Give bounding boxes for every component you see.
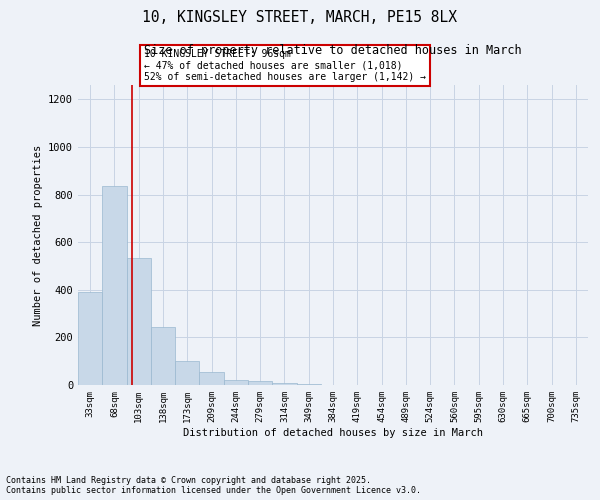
X-axis label: Distribution of detached houses by size in March: Distribution of detached houses by size … (183, 428, 483, 438)
Title: Size of property relative to detached houses in March: Size of property relative to detached ho… (144, 44, 522, 58)
Text: 10 KINGSLEY STREET: 96sqm
← 47% of detached houses are smaller (1,018)
52% of se: 10 KINGSLEY STREET: 96sqm ← 47% of detac… (145, 49, 426, 82)
Text: 10, KINGSLEY STREET, MARCH, PE15 8LX: 10, KINGSLEY STREET, MARCH, PE15 8LX (143, 10, 458, 25)
Bar (296, 384, 321, 385)
Bar (224, 380, 248, 385)
Bar (248, 382, 272, 385)
Bar (127, 258, 151, 385)
Bar (78, 292, 102, 385)
Bar (272, 382, 296, 385)
Bar (151, 326, 175, 385)
Bar (199, 372, 224, 385)
Bar (102, 186, 127, 385)
Y-axis label: Number of detached properties: Number of detached properties (32, 144, 43, 326)
Text: Contains HM Land Registry data © Crown copyright and database right 2025.
Contai: Contains HM Land Registry data © Crown c… (6, 476, 421, 495)
Bar (175, 361, 199, 385)
